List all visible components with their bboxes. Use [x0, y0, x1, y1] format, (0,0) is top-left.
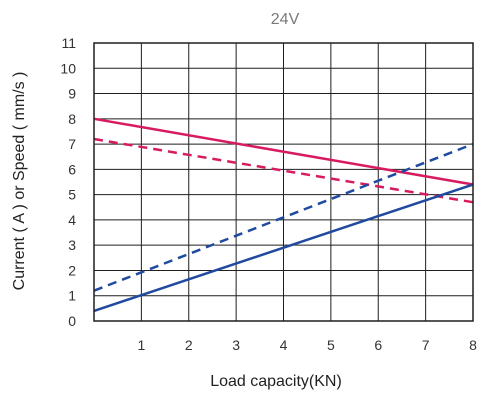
x-tick-label: 6 — [374, 337, 382, 353]
x-tick-label: 3 — [232, 337, 240, 353]
x-tick-label: 2 — [185, 337, 193, 353]
x-tick-labels: 1 2 3 4 5 6 7 8 — [137, 337, 477, 353]
y-tick-label: 10 — [60, 60, 76, 76]
x-tick-label: 4 — [280, 337, 288, 353]
series-line-2 — [93, 137, 474, 204]
y-tick-label: 0 — [68, 313, 76, 329]
y-tick-label: 1 — [68, 288, 76, 304]
chart-title: 24V — [271, 11, 300, 28]
y-axis-label: Current ( A ) or Speed ( mm/s ) — [11, 72, 28, 291]
series-line-4 — [93, 183, 474, 313]
x-tick-label: 1 — [137, 337, 145, 353]
plot-border — [93, 42, 474, 322]
y-tick-label: 4 — [68, 212, 76, 228]
y-tick-labels: 0 1 2 3 4 5 6 7 8 9 10 11 — [60, 35, 76, 329]
y-tick-label: 2 — [68, 262, 76, 278]
y-tick-label: 8 — [68, 111, 76, 127]
x-tick-label: 7 — [422, 337, 430, 353]
series-lines — [93, 117, 474, 313]
y-tick-label: 3 — [68, 237, 76, 253]
series-line-3 — [93, 142, 474, 292]
series-line-1 — [93, 117, 474, 186]
y-tick-label: 7 — [68, 136, 76, 152]
y-tick-label: 5 — [68, 187, 76, 203]
x-tick-label: 8 — [469, 337, 477, 353]
x-tick-label: 5 — [327, 337, 335, 353]
y-tick-label: 6 — [68, 161, 76, 177]
grid-lines — [94, 43, 473, 321]
y-tick-label: 11 — [61, 35, 76, 51]
y-tick-label: 9 — [68, 86, 76, 102]
x-axis-label: Load capacity(KN) — [210, 373, 342, 390]
